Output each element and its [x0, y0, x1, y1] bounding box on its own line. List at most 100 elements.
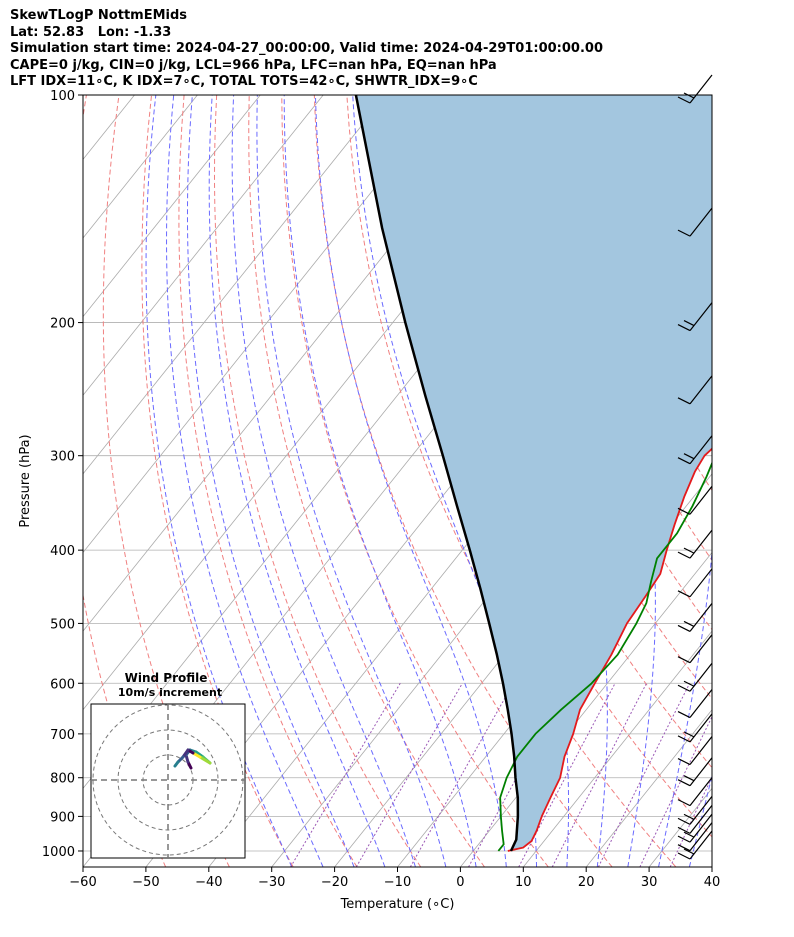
wind-barb-flag — [683, 831, 695, 838]
wind-barb-staff — [689, 485, 713, 515]
header-times: Simulation start time: 2024-04-27_00:00:… — [10, 41, 603, 56]
header-indices-2: LFT IDX=11∘C, K IDX=7∘C, TOTAL TOTS=42∘C… — [10, 74, 478, 89]
header-title: SkewTLogP NottmEMids — [10, 8, 188, 23]
mixing-ratio-line — [597, 683, 691, 867]
wind-barb-flag — [677, 590, 691, 598]
isotherm-line — [83, 95, 198, 239]
isotherm-line — [775, 95, 794, 867]
hodograph-title: Wind Profile — [125, 671, 208, 685]
y-tick-label: 200 — [50, 317, 75, 332]
x-tick-label: 30 — [641, 875, 658, 890]
dewpoint-profile — [497, 460, 712, 852]
moist-adiabat — [145, 95, 293, 867]
wind-barb-flag — [677, 757, 691, 766]
wind-barb-flag — [683, 453, 695, 460]
wind-barb-flag — [683, 775, 695, 782]
y-tick-label: 400 — [50, 544, 75, 559]
wind-barb-staff — [689, 830, 713, 860]
wind-barb-staff — [689, 207, 713, 237]
wind-barb-flag — [677, 656, 691, 664]
moist-adiabat — [166, 95, 324, 867]
wind-barb-flag — [683, 680, 695, 687]
wind-barb-flag — [683, 320, 695, 327]
wind-barb-flag — [677, 835, 691, 843]
wind-barb-flag — [677, 507, 691, 515]
wind-barb-staff — [689, 634, 713, 664]
wind-barb-staff — [689, 662, 713, 692]
isotherm-line — [83, 95, 324, 396]
isotherm-line — [0, 95, 9, 867]
wind-barb-staff — [689, 736, 713, 765]
moist-adiabat — [625, 95, 712, 867]
isotherm-line — [711, 866, 712, 867]
dry-adiabat — [141, 95, 294, 867]
dry-adiabat — [248, 95, 485, 867]
y-tick-label: 1000 — [42, 845, 75, 860]
wind-barb-flag — [677, 551, 691, 559]
x-tick-label: −30 — [258, 875, 285, 890]
wind-barb-staff — [689, 529, 713, 559]
y-tick-label: 900 — [50, 810, 75, 825]
wind-barb-flag — [677, 229, 691, 237]
moist-adiabat — [208, 95, 386, 867]
dry-adiabat — [738, 95, 794, 867]
wind-barb-flag — [677, 799, 691, 807]
y-tick-label: 800 — [50, 772, 75, 787]
mixing-ratio-line — [518, 683, 616, 867]
wind-barb-flag — [677, 817, 691, 825]
wind-barb-flag — [677, 684, 691, 692]
mixing-ratio-line — [290, 683, 401, 867]
wind-barb-flag — [677, 397, 691, 405]
mixing-ratio-line — [551, 683, 647, 867]
x-tick-label: 0 — [456, 875, 464, 890]
wind-barb-flag — [677, 624, 691, 632]
wind-barb-flag — [677, 711, 691, 719]
wind-barb-flag — [677, 96, 691, 104]
wind-barb-flag — [683, 848, 695, 855]
wind-barb-staff — [689, 777, 713, 806]
isotherm-line — [585, 709, 712, 867]
dry-adiabat — [313, 95, 613, 867]
wind-barb-flag — [677, 457, 691, 465]
isotherm-line — [83, 95, 261, 318]
isotherm-line — [83, 95, 387, 475]
y-tick-label: 500 — [50, 617, 75, 632]
negative-area-fill — [355, 95, 712, 851]
moist-adiabat — [314, 95, 507, 867]
header-location: Lat: 52.83 Lon: -1.33 — [10, 24, 172, 40]
mixing-ratio-line — [639, 715, 712, 867]
x-tick-label: −10 — [384, 875, 411, 890]
dry-adiabat — [178, 95, 358, 867]
wind-barb-flag — [677, 324, 691, 332]
wind-barb-staff — [689, 805, 713, 834]
isotherm-line — [83, 95, 450, 554]
wind-barb-flag — [677, 735, 691, 743]
x-tick-label: −50 — [132, 875, 159, 890]
mixing-ratio-line — [355, 683, 463, 867]
hodograph-trace — [173, 760, 180, 768]
hodograph-subtitle: 10m/s increment — [118, 686, 222, 699]
parcel-profile — [354, 95, 520, 852]
dry-adiabat — [770, 95, 794, 867]
mixing-ratio-line — [409, 683, 514, 867]
x-tick-label: 10 — [515, 875, 532, 890]
wind-barb-staff — [689, 689, 713, 718]
wind-barb-flag — [677, 779, 691, 787]
wind-barb-flag — [683, 731, 695, 738]
isotherm-line — [0, 95, 72, 867]
wind-barb-flag — [677, 852, 691, 860]
dry-adiabat — [704, 95, 712, 115]
wind-barb-flag — [677, 826, 691, 834]
header-indices-1: CAPE=0 j/kg, CIN=0 j/kg, LCL=966 hPa, LF… — [10, 57, 497, 73]
wind-barb-staff — [689, 375, 713, 405]
wind-barb-flag — [683, 813, 695, 820]
wind-barb-staff — [689, 713, 713, 743]
y-tick-label: 300 — [50, 450, 75, 465]
x-tick-label: −20 — [321, 875, 348, 890]
x-axis-label: Temperature (∘C) — [340, 897, 455, 912]
dry-adiabat — [213, 95, 422, 867]
wind-barb-staff — [689, 568, 713, 598]
y-tick-label: 700 — [50, 728, 75, 743]
isotherm-line — [522, 630, 712, 867]
